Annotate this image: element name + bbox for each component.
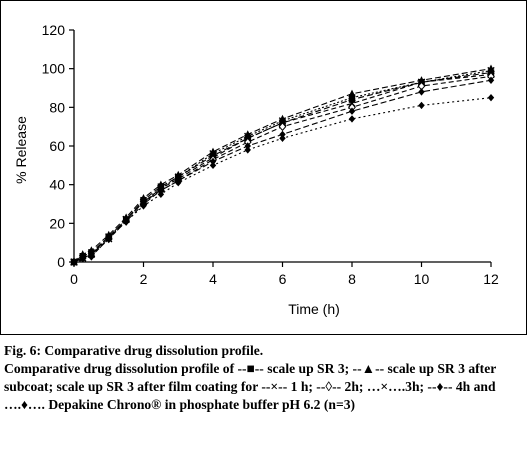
y-tick-label: 100 xyxy=(42,61,66,77)
y-tick-label: 0 xyxy=(57,254,65,270)
series-line xyxy=(73,70,492,263)
x-tick-label: 2 xyxy=(140,271,148,287)
dissolution-chart: 0 20 40 60 80 100 120 0 2 4 6 8 10 12 % Release Time … xyxy=(13,22,499,317)
series-line xyxy=(73,75,492,263)
data-point xyxy=(487,66,495,75)
data-point xyxy=(279,134,286,142)
data-point xyxy=(244,146,251,154)
series xyxy=(70,69,495,266)
x-tick-label: 6 xyxy=(279,271,287,287)
y-tick-label: 60 xyxy=(49,138,65,154)
axes: 0 20 40 60 80 100 120 0 2 4 6 8 10 12 xyxy=(42,22,499,287)
data-point xyxy=(348,93,356,102)
data-point xyxy=(278,117,287,125)
data-point xyxy=(140,198,147,206)
data-point xyxy=(122,217,130,226)
data-point xyxy=(418,101,425,110)
x-tick-label: 12 xyxy=(483,271,499,287)
data-point xyxy=(140,202,147,210)
series xyxy=(70,64,495,266)
series xyxy=(70,93,495,266)
x-tick-label: 4 xyxy=(209,271,217,287)
data-point xyxy=(348,96,356,103)
series-line xyxy=(73,73,492,263)
data-point xyxy=(487,76,495,84)
data-point xyxy=(209,161,217,170)
data-point xyxy=(209,157,217,166)
series-line xyxy=(73,79,492,263)
caption-body: Comparative drug dissolution profile of … xyxy=(4,361,497,412)
data-point xyxy=(157,186,165,195)
y-tick-label: 120 xyxy=(42,22,66,38)
data-point xyxy=(105,235,112,243)
data-point xyxy=(244,142,251,150)
caption-title: Fig. 6: Comparative drug dissolution pro… xyxy=(4,343,264,358)
data-point xyxy=(418,88,425,96)
data-point xyxy=(244,132,252,141)
series-line xyxy=(73,71,492,263)
x-tick-label: 8 xyxy=(348,271,356,287)
data-point xyxy=(70,258,78,266)
series-line xyxy=(73,68,492,263)
data-point xyxy=(348,107,356,115)
data-point xyxy=(157,190,165,199)
data-point xyxy=(209,150,217,158)
series-group xyxy=(70,64,495,267)
data-point xyxy=(279,130,286,139)
data-point xyxy=(209,147,217,155)
series xyxy=(70,66,495,266)
y-tick-label: 80 xyxy=(49,99,65,115)
data-point xyxy=(487,64,495,72)
series xyxy=(70,70,495,266)
series xyxy=(70,71,495,267)
figure-caption: Fig. 6: Comparative drug dissolution pro… xyxy=(4,342,525,414)
series xyxy=(70,76,495,266)
x-tick-label: 10 xyxy=(414,271,430,287)
y-tick-label: 20 xyxy=(49,215,65,231)
data-point xyxy=(278,122,287,132)
y-axis-title: % Release xyxy=(13,116,29,184)
data-point xyxy=(79,254,86,262)
data-point xyxy=(175,179,182,187)
series-line xyxy=(73,97,492,263)
y-tick-label: 40 xyxy=(49,177,65,193)
data-point xyxy=(88,252,95,260)
figure-frame xyxy=(0,0,527,335)
x-tick-label: 0 xyxy=(70,271,78,287)
data-point xyxy=(348,115,356,123)
data-point xyxy=(487,93,495,102)
data-point xyxy=(417,78,426,86)
x-axis-title: Time (h) xyxy=(288,301,340,317)
